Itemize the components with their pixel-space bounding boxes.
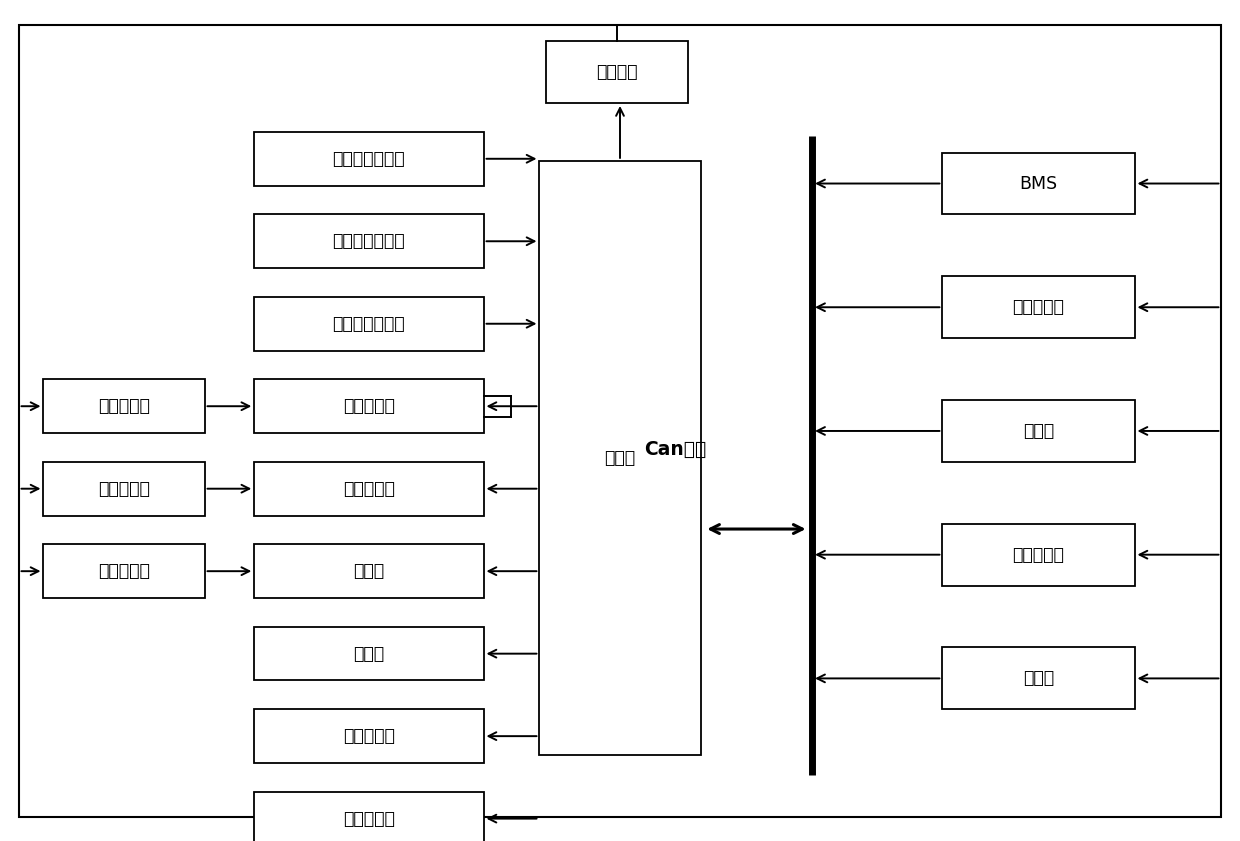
Bar: [43, 462, 205, 516]
Bar: [539, 161, 701, 754]
Text: 充电机: 充电机: [1023, 422, 1054, 440]
Text: 第二液体泵: 第二液体泵: [343, 479, 394, 498]
Text: 控制器: 控制器: [604, 449, 636, 467]
Text: 第一继电器: 第一继电器: [98, 397, 150, 415]
Bar: [254, 379, 484, 433]
Text: Can总线: Can总线: [645, 440, 707, 459]
Text: 第三温度传感器: 第三温度传感器: [332, 315, 405, 333]
Bar: [942, 152, 1135, 214]
Text: 四通阀: 四通阀: [353, 645, 384, 663]
Bar: [942, 524, 1135, 585]
Bar: [254, 627, 484, 680]
Bar: [254, 297, 484, 351]
Bar: [254, 792, 484, 841]
Bar: [254, 132, 484, 186]
Text: 加热器: 加热器: [1023, 669, 1054, 687]
Bar: [43, 379, 205, 433]
Text: 电机控制器: 电机控制器: [1013, 299, 1064, 316]
Text: 第二截止阀: 第二截止阀: [343, 810, 394, 828]
Bar: [942, 648, 1135, 709]
Text: 第三继电器: 第三继电器: [98, 562, 150, 580]
Text: BMS: BMS: [1019, 175, 1058, 193]
Text: 第二继电器: 第二继电器: [98, 479, 150, 498]
Bar: [254, 214, 484, 268]
Text: 主继电器: 主继电器: [596, 63, 637, 82]
Bar: [942, 400, 1135, 462]
Text: 空调压缩机: 空调压缩机: [1013, 546, 1064, 563]
Bar: [254, 709, 484, 763]
Text: 散热器: 散热器: [353, 562, 384, 580]
Bar: [942, 277, 1135, 338]
Bar: [43, 544, 205, 598]
Text: 第一温度传感器: 第一温度传感器: [332, 150, 405, 167]
Bar: [254, 462, 484, 516]
Text: 第一液体泵: 第一液体泵: [343, 397, 394, 415]
Bar: [546, 41, 688, 103]
Text: 第一截止阀: 第一截止阀: [343, 727, 394, 745]
Bar: [254, 544, 484, 598]
Text: 第二温度传感器: 第二温度传感器: [332, 232, 405, 251]
